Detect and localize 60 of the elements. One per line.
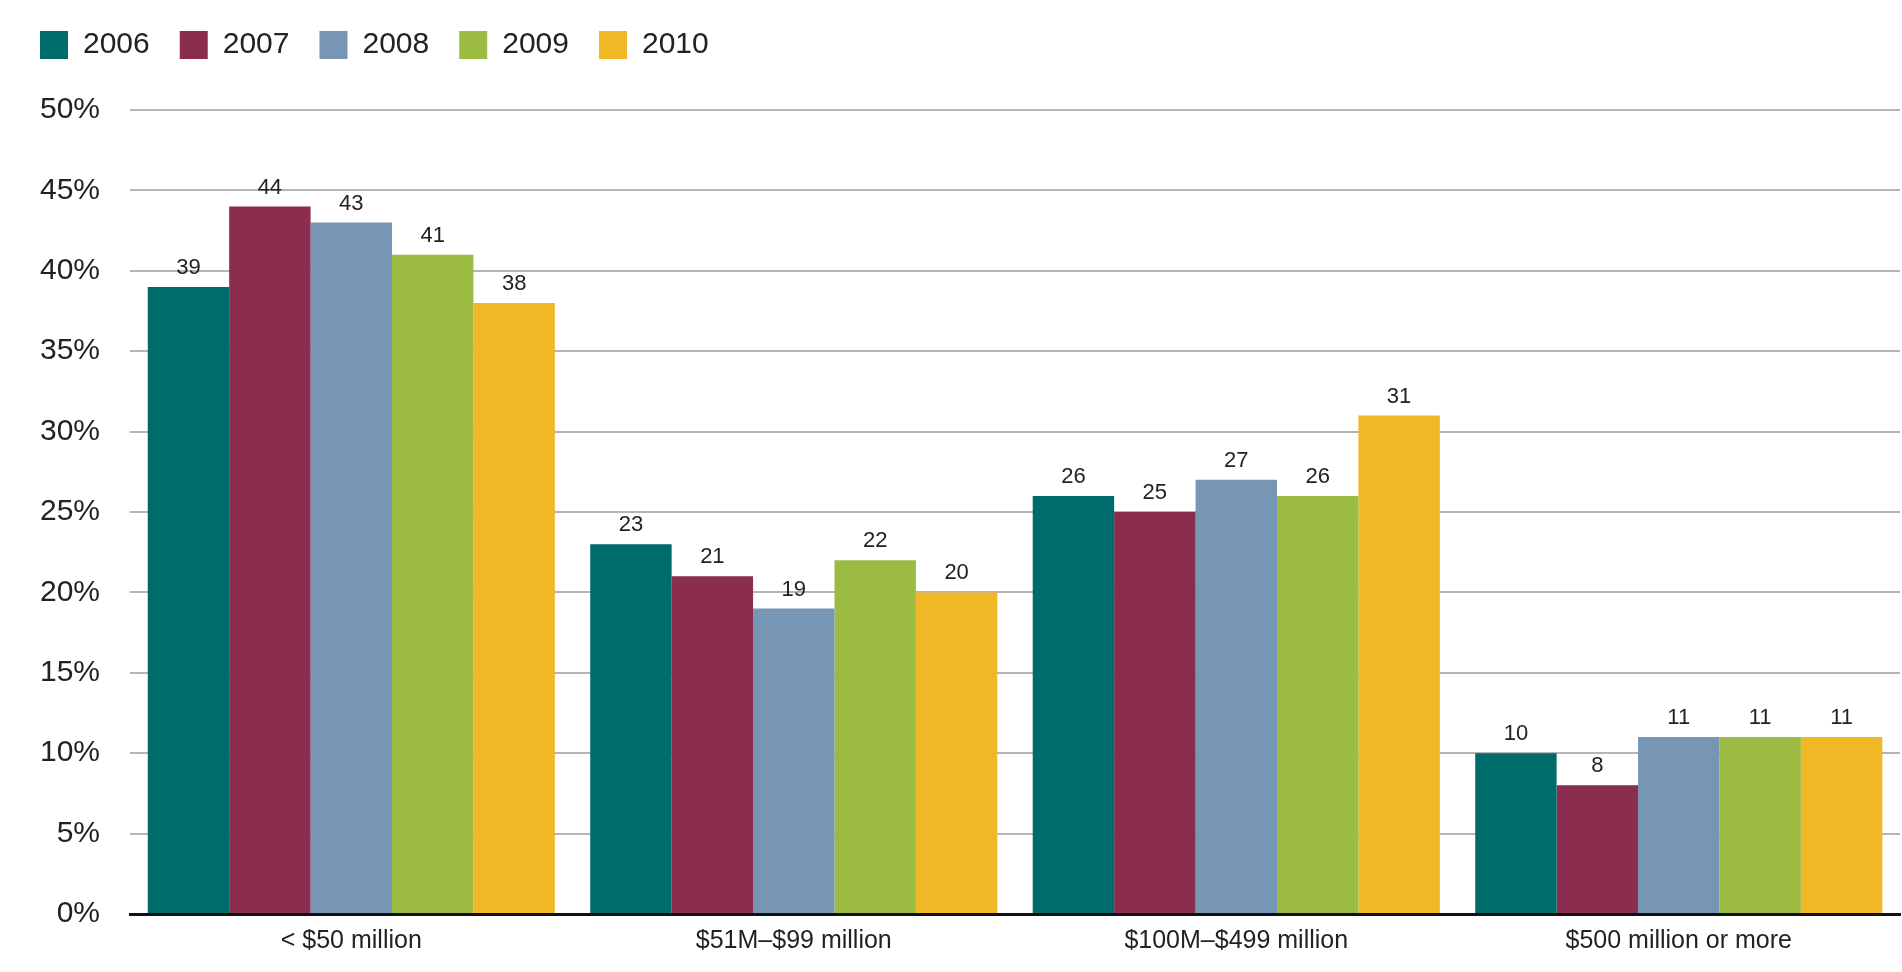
bar xyxy=(1719,737,1801,913)
data-label: 26 xyxy=(1305,462,1330,488)
bar xyxy=(671,576,754,913)
data-label: 39 xyxy=(176,253,201,279)
y-tick-label: 15% xyxy=(40,654,101,688)
bar xyxy=(1032,495,1115,913)
data-label: 8 xyxy=(1591,752,1604,778)
x-tick-label: $500 million or more xyxy=(1565,924,1793,953)
bar xyxy=(590,544,672,913)
y-tick-label: 40% xyxy=(40,252,101,286)
bar xyxy=(1556,785,1639,913)
x-tick-label: < $50 million xyxy=(280,924,422,953)
y-tick-label: 0% xyxy=(56,895,101,929)
data-label: 27 xyxy=(1224,446,1249,472)
legend-label: 2006 xyxy=(83,26,150,60)
data-label: 22 xyxy=(862,527,888,553)
bar xyxy=(229,206,311,913)
data-label: 11 xyxy=(1667,704,1691,730)
bar xyxy=(1195,479,1277,913)
data-label: 44 xyxy=(257,173,283,199)
data-label: 11 xyxy=(1830,704,1854,730)
bar xyxy=(915,592,998,913)
data-label: 25 xyxy=(1142,479,1168,505)
data-label: 31 xyxy=(1386,382,1412,408)
bar xyxy=(834,560,916,913)
bar xyxy=(1114,512,1196,913)
y-tick-label: 35% xyxy=(40,332,101,366)
bar xyxy=(1358,415,1440,913)
bar xyxy=(392,254,474,913)
y-tick-label: 5% xyxy=(56,814,101,848)
data-label: 38 xyxy=(501,270,527,296)
legend-label: 2010 xyxy=(641,26,709,60)
data-label: 43 xyxy=(339,189,364,215)
y-tick-label: 45% xyxy=(40,171,101,205)
bar xyxy=(1475,753,1557,913)
data-label: 23 xyxy=(618,511,644,537)
data-label: 11 xyxy=(1748,704,1772,730)
bar xyxy=(310,222,392,913)
bar xyxy=(753,608,835,913)
legend-label: 2008 xyxy=(362,26,430,60)
y-tick-label: 50% xyxy=(40,91,101,125)
y-tick-label: 20% xyxy=(40,573,101,607)
x-tick-label: $51M–$99 million xyxy=(695,924,892,953)
data-label: 20 xyxy=(944,559,969,585)
data-label: 41 xyxy=(420,221,445,247)
y-tick-label: 25% xyxy=(40,493,101,527)
legend-label: 2007 xyxy=(222,26,290,60)
x-tick-label: $100M–$499 million xyxy=(1124,924,1349,953)
data-label: 10 xyxy=(1503,720,1529,746)
y-tick-label: 10% xyxy=(40,734,101,768)
data-label: 19 xyxy=(781,575,807,601)
y-tick-label: 30% xyxy=(40,412,101,446)
bar xyxy=(1638,737,1720,913)
bar xyxy=(473,302,555,913)
bar xyxy=(147,286,230,913)
legend-label: 2009 xyxy=(502,26,569,60)
bar xyxy=(1276,495,1359,913)
data-label: 21 xyxy=(700,543,725,569)
bar xyxy=(1800,737,1883,913)
data-label: 26 xyxy=(1061,462,1086,488)
